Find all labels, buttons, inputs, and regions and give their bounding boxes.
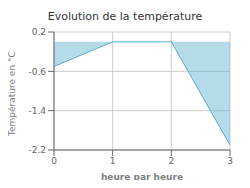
svg-text:heure par heure: heure par heure [101,172,183,180]
svg-text:-0.6: -0.6 [28,67,46,77]
svg-text:Température en °C: Température en °C [8,51,17,137]
svg-text:1: 1 [110,156,116,166]
svg-text:0: 0 [51,156,57,166]
svg-text:3: 3 [227,156,233,166]
svg-text:2: 2 [168,156,174,166]
svg-text:-1.4: -1.4 [28,106,46,116]
svg-text:-2.2: -2.2 [28,145,46,155]
html-text:Evolution de la température: Evolution de la température [47,10,203,23]
svg-text:0.2: 0.2 [32,27,46,37]
